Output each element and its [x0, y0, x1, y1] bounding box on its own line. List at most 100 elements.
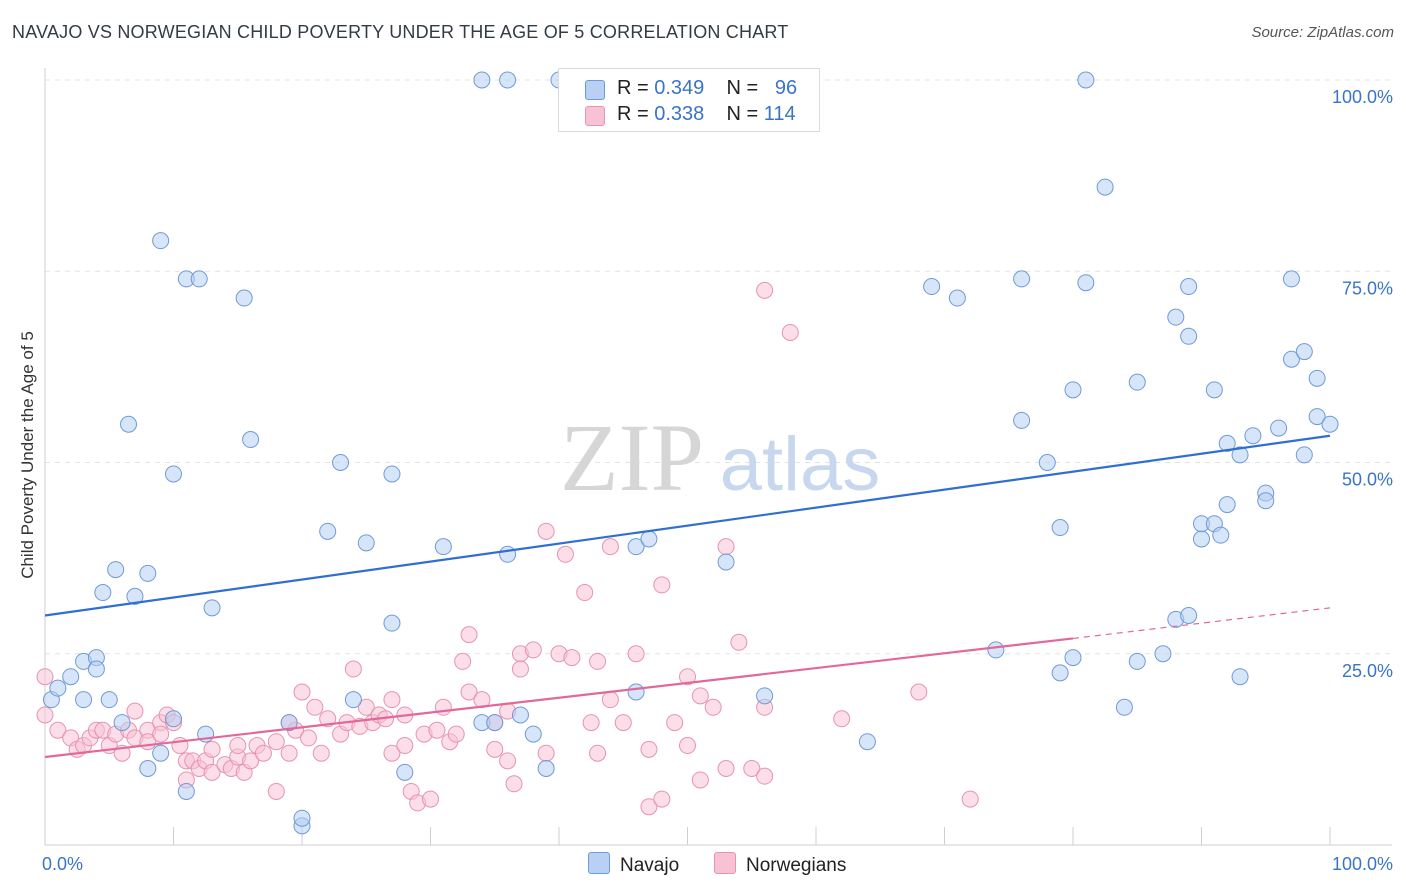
norwegians-point-103 [717, 538, 735, 556]
navajo-n-label: N = [726, 77, 759, 99]
navajo-point-92 [1308, 369, 1326, 387]
navajo-point-11 [113, 714, 131, 732]
norwegians-point-101 [704, 698, 722, 716]
watermark-atlas: atlas [720, 422, 881, 507]
navajo-point-88 [1282, 270, 1300, 288]
axes [44, 68, 1392, 846]
norwegians-point-37 [267, 733, 285, 751]
norwegians-point-102 [717, 760, 735, 777]
norwegians-point-83 [563, 649, 581, 667]
norwegians-point-78 [524, 641, 542, 659]
navajo-point-67 [1128, 652, 1146, 670]
norwegians-point-44 [306, 698, 324, 716]
norwegians-point-85 [582, 714, 600, 732]
norwegians-point-58 [396, 737, 414, 755]
norwegians-point-39 [280, 744, 298, 762]
norwegians-point-112 [961, 790, 979, 808]
norwegians-point-109 [781, 323, 799, 341]
x-tick-labels: 0.0% 100.0% [42, 854, 1393, 874]
norwegians-point-86 [589, 744, 607, 762]
norwegians-point-45 [312, 744, 330, 762]
navajo-point-18 [165, 710, 182, 728]
navajo-point-14 [139, 564, 157, 582]
navajo-point-40 [486, 714, 504, 732]
norwegians-point-42 [293, 683, 311, 701]
navajo-point-56 [1013, 411, 1031, 429]
navajo-point-62 [1077, 274, 1095, 292]
norwegians-point-73 [499, 752, 517, 770]
norwegians-point-75 [505, 775, 523, 793]
navajo-point-52 [923, 278, 941, 296]
norwegians-point-96 [666, 714, 684, 732]
navajo-point-80 [1218, 434, 1236, 452]
navajo-point-91 [1308, 408, 1326, 426]
navajo-r-value: 0.349 [654, 77, 705, 99]
norwegians-swatch [585, 106, 605, 126]
navajo-point-81 [1231, 668, 1249, 686]
norwegians-point-49 [344, 660, 362, 678]
norwegians-point-108 [756, 281, 774, 299]
navajo-point-31 [344, 691, 362, 709]
navajo-point-35 [396, 763, 414, 781]
navajo-point-37 [473, 71, 491, 89]
norwegians-point-71 [486, 740, 504, 758]
norwegians-n-value: 114 [763, 103, 796, 125]
y-tick-label-50: 50.0% [1342, 470, 1393, 490]
navajo-point-20 [177, 782, 195, 800]
stats-legend: R = 0.349 N = 96 R = 0.338 N = 114 [558, 68, 820, 132]
norwegians-point-87 [589, 652, 607, 670]
norwegians-point-56 [383, 691, 401, 709]
watermark-zip: ZIP [560, 404, 704, 511]
navajo-point-30 [332, 454, 350, 471]
norwegians-point-34 [242, 752, 260, 770]
navajo-point-43 [524, 725, 542, 743]
navajo-point-41 [499, 545, 517, 563]
navajo-n-value: 96 [774, 77, 798, 99]
navajo-point-2 [62, 668, 80, 686]
norwegians-point-18 [152, 725, 170, 743]
bottom-legend-navajo: Navajo [588, 852, 679, 877]
navajo-point-63 [1077, 71, 1095, 89]
navajo-point-34 [383, 614, 401, 632]
navajo-point-7 [94, 584, 112, 602]
navajo-point-64 [1096, 178, 1114, 196]
navajo-point-70 [1167, 308, 1185, 326]
norwegians-point-77 [511, 660, 529, 678]
navajo-point-86 [1270, 419, 1288, 437]
navajo-point-49 [717, 553, 735, 571]
navajo-point-73 [1180, 607, 1198, 624]
norwegians-point-111 [910, 683, 928, 701]
navajo-point-71 [1180, 278, 1198, 296]
navajo-point-1 [49, 679, 67, 697]
norwegians-point-66 [447, 725, 465, 743]
navajo-point-33 [383, 465, 401, 483]
bottom-navajo-label: Navajo [620, 855, 680, 876]
source-label: Source: ZipAtlas.com [1251, 24, 1394, 41]
norwegians-point-97 [679, 737, 696, 755]
navajo-point-78 [1212, 526, 1230, 544]
norwegians-point-68 [460, 683, 478, 701]
norwegians-n-label: N = [726, 103, 759, 125]
navajo-point-60 [1064, 381, 1082, 399]
norwegians-point-51 [357, 698, 375, 716]
norwegians-point-89 [601, 691, 619, 709]
navajo-point-74 [1193, 530, 1210, 548]
bottom-legend-norwegians: Norwegians [714, 852, 846, 877]
navajo-point-25 [242, 431, 260, 449]
norwegians-point-79 [537, 744, 555, 762]
norwegians-point-91 [627, 645, 645, 663]
navajo-point-8 [100, 691, 118, 709]
x-tick-label-max: 100.0% [1332, 854, 1393, 874]
norwegians-point-14 [126, 702, 144, 720]
norwegians-r-label: R = [617, 103, 649, 125]
norwegians-points [36, 281, 979, 816]
norwegians-r-value: 0.338 [654, 103, 705, 125]
y-axis-label: Child Poverty Under the Age of 5 [18, 331, 37, 579]
norwegians-point-90 [614, 714, 632, 732]
norwegians-point-94 [653, 790, 671, 808]
norwegians-point-38 [267, 782, 285, 800]
navajo-point-17 [165, 465, 182, 483]
navajo-point-10 [120, 415, 138, 433]
norwegians-point-62 [422, 790, 439, 808]
